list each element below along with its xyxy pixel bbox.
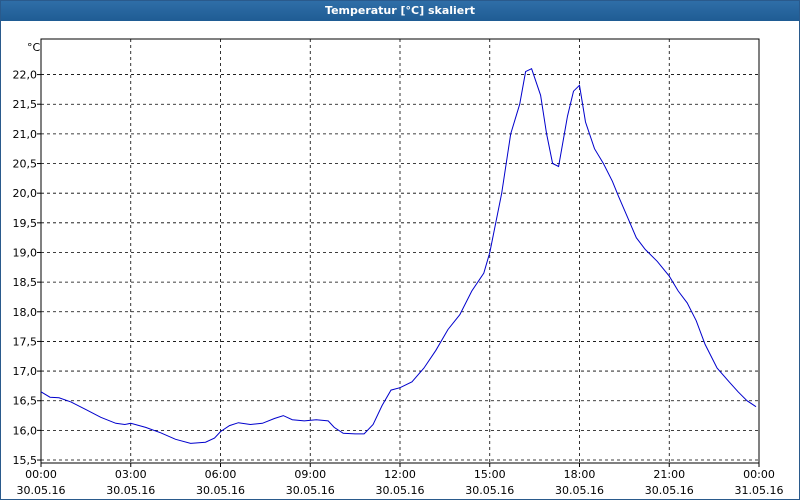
temperature-series-line: [40, 68, 757, 444]
x-tick-date-label: 30.05.16: [106, 484, 155, 497]
y-tick-label: 20,0: [13, 187, 38, 200]
y-tick-label: 17,0: [13, 365, 38, 378]
x-tick-time-label: 21:00: [653, 468, 685, 481]
y-tick-label: 16,5: [13, 395, 38, 408]
y-tick-label: 21,0: [13, 128, 38, 141]
y-tick-label: 18,5: [13, 276, 38, 289]
y-tick-label: 19,0: [13, 246, 38, 259]
y-axis-ticks: 15,5 16,0 16,5 17,0 17,5 18,0 18,5 19,0 19,5 20,0…: [13, 69, 41, 467]
y-tick-label: 19,5: [13, 217, 38, 230]
y-tick-label: 21,5: [13, 98, 38, 111]
x-axis-ticks: 00:00 30.05.16 03:00 30.05.16 06:00 30.05.16 0…: [17, 463, 784, 497]
x-tick-date-label: 30.05.16: [645, 484, 694, 497]
x-tick-time-label: 15:00: [474, 468, 506, 481]
y-tick-label: 16,0: [13, 424, 38, 437]
chart-title: Temperatur [°C] skaliert: [1, 1, 799, 21]
x-tick-date-label: 30.05.16: [376, 484, 425, 497]
x-tick-date-label: 31.05.16: [735, 484, 784, 497]
x-tick-time-label: 00:00: [25, 468, 57, 481]
x-tick-time-label: 12:00: [384, 468, 416, 481]
x-tick-time-label: 06:00: [205, 468, 237, 481]
x-tick-date-label: 30.05.16: [555, 484, 604, 497]
x-tick-time-label: 18:00: [564, 468, 596, 481]
y-axis-unit-label: °C: [27, 41, 41, 54]
x-tick-date-label: 30.05.16: [465, 484, 514, 497]
x-tick-time-label: 09:00: [294, 468, 326, 481]
x-tick-date-label: 30.05.16: [196, 484, 245, 497]
y-tick-label: 20,5: [13, 158, 38, 171]
y-tick-label: 22,0: [13, 69, 38, 82]
y-tick-label: 15,5: [13, 454, 38, 467]
x-tick-time-label: 03:00: [115, 468, 147, 481]
y-tick-label: 17,5: [13, 335, 38, 348]
x-tick-date-label: 30.05.16: [17, 484, 66, 497]
x-tick-date-label: 30.05.16: [286, 484, 335, 497]
y-tick-label: 18,0: [13, 306, 38, 319]
x-tick-time-label: 00:00: [743, 468, 775, 481]
